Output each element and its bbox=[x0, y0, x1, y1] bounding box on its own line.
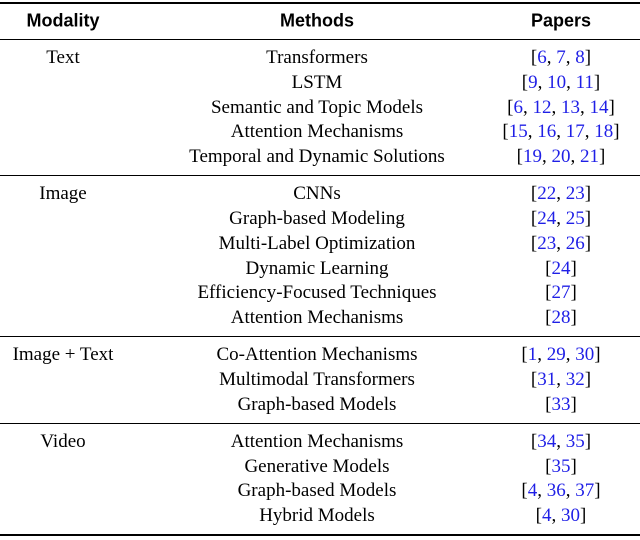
method-name: CNNs bbox=[293, 183, 341, 205]
citation-number[interactable]: 36 bbox=[537, 480, 566, 501]
citation-number[interactable]: 30 bbox=[566, 344, 595, 365]
citation-list: 43637 bbox=[521, 480, 600, 502]
citation-number[interactable]: 23 bbox=[537, 232, 557, 254]
citation-number[interactable]: 12 bbox=[523, 97, 552, 118]
citation-number[interactable]: 26 bbox=[556, 233, 585, 254]
method-name: Efficiency-Focused Techniques bbox=[197, 282, 437, 304]
citation-number[interactable]: 22 bbox=[537, 183, 557, 205]
citation-number[interactable]: 34 bbox=[537, 430, 557, 452]
modality-label: Image bbox=[39, 183, 87, 205]
citation-number[interactable]: 15 bbox=[508, 121, 528, 143]
citation-number[interactable]: 27 bbox=[551, 282, 571, 304]
citation-number[interactable]: 1 bbox=[527, 344, 538, 366]
method-name: Graph-based Models bbox=[237, 480, 397, 502]
citation-list: 2425 bbox=[531, 208, 591, 230]
method-name: Attention Mechanisms bbox=[230, 121, 404, 143]
rule bbox=[0, 2, 640, 4]
rule bbox=[0, 336, 640, 338]
citation-number[interactable]: 29 bbox=[537, 344, 566, 365]
citation-list: 430 bbox=[536, 505, 587, 527]
citation-list: 192021 bbox=[517, 146, 606, 168]
method-name: Multimodal Transformers bbox=[219, 369, 415, 390]
modality-label: Video bbox=[40, 430, 86, 452]
citation-number[interactable]: 28 bbox=[551, 307, 571, 329]
modality-label: Text bbox=[46, 47, 80, 68]
column-header: Papers bbox=[530, 10, 592, 31]
rule bbox=[0, 534, 640, 537]
citation-list: 12930 bbox=[521, 344, 600, 366]
citation-number[interactable]: 14 bbox=[580, 97, 609, 118]
citation-number[interactable]: 19 bbox=[523, 146, 542, 168]
citation-list: 6121314 bbox=[507, 97, 615, 119]
method-name: LSTM bbox=[291, 71, 343, 93]
citation-number[interactable]: 10 bbox=[538, 72, 567, 93]
method-name: Attention Mechanisms bbox=[230, 307, 404, 329]
citation-number[interactable]: 17 bbox=[556, 121, 585, 142]
rule bbox=[0, 39, 640, 41]
citation-number[interactable]: 6 bbox=[537, 47, 547, 68]
modality-label: Image + Text bbox=[12, 344, 114, 366]
method-name: Attention Mechanisms bbox=[230, 430, 404, 452]
citation-list: 2223 bbox=[531, 183, 591, 205]
citation-number[interactable]: 20 bbox=[542, 146, 571, 167]
citation-number[interactable]: 4 bbox=[542, 505, 552, 527]
citation-list: 27 bbox=[545, 282, 577, 304]
citation-number[interactable]: 4 bbox=[527, 480, 538, 502]
citation-number[interactable]: 21 bbox=[571, 146, 600, 167]
citation-list: 2326 bbox=[531, 233, 591, 255]
citation-number[interactable]: 35 bbox=[556, 431, 585, 452]
citation-number[interactable]: 11 bbox=[566, 72, 594, 93]
citation-number[interactable]: 18 bbox=[585, 121, 614, 142]
citation-number[interactable]: 16 bbox=[528, 121, 557, 142]
citation-number[interactable]: 37 bbox=[566, 480, 595, 501]
citation-list: 3132 bbox=[531, 369, 591, 391]
citation-list: 15161718 bbox=[502, 121, 619, 143]
citation-number[interactable]: 33 bbox=[551, 393, 571, 415]
rule bbox=[0, 175, 640, 177]
rule bbox=[0, 422, 640, 424]
citation-number[interactable]: 24 bbox=[537, 208, 557, 229]
citation-list: 24 bbox=[545, 258, 577, 280]
method-name: Graph-based Modeling bbox=[229, 208, 405, 229]
citation-list: 91011 bbox=[522, 72, 600, 94]
citation-number[interactable]: 32 bbox=[556, 369, 585, 390]
method-name: Multi-Label Optimization bbox=[218, 232, 416, 254]
method-name: Semantic and Topic Models bbox=[210, 96, 424, 118]
method-name: Temporal and Dynamic Solutions bbox=[189, 146, 445, 168]
column-header: Modality bbox=[26, 10, 100, 31]
method-name: Transformers bbox=[266, 47, 368, 68]
citation-number[interactable]: 9 bbox=[528, 71, 538, 93]
citation-number[interactable]: 8 bbox=[566, 47, 585, 68]
citation-number[interactable]: 31 bbox=[537, 369, 557, 390]
method-name: Co-Attention Mechanisms bbox=[216, 344, 418, 366]
citation-list: 35 bbox=[545, 456, 577, 478]
citation-number[interactable]: 6 bbox=[513, 96, 524, 118]
citation-list: 3435 bbox=[531, 431, 591, 453]
citation-list: 28 bbox=[545, 307, 577, 329]
method-name: Dynamic Learning bbox=[245, 257, 389, 279]
citation-number[interactable]: 30 bbox=[552, 505, 581, 526]
column-header: Methods bbox=[280, 10, 354, 31]
citation-number[interactable]: 13 bbox=[552, 97, 581, 118]
citation-number[interactable]: 25 bbox=[556, 208, 585, 229]
method-name: Hybrid Models bbox=[259, 505, 375, 527]
citation-number[interactable]: 7 bbox=[547, 47, 566, 68]
citation-list: 678 bbox=[531, 47, 591, 69]
citation-list: 33 bbox=[545, 394, 577, 416]
method-name: Graph-based Models bbox=[237, 393, 397, 415]
citation-number[interactable]: 23 bbox=[556, 183, 585, 204]
citation-number[interactable]: 24 bbox=[551, 257, 571, 279]
citation-number[interactable]: 35 bbox=[551, 455, 571, 477]
method-name: Generative Models bbox=[244, 455, 390, 477]
